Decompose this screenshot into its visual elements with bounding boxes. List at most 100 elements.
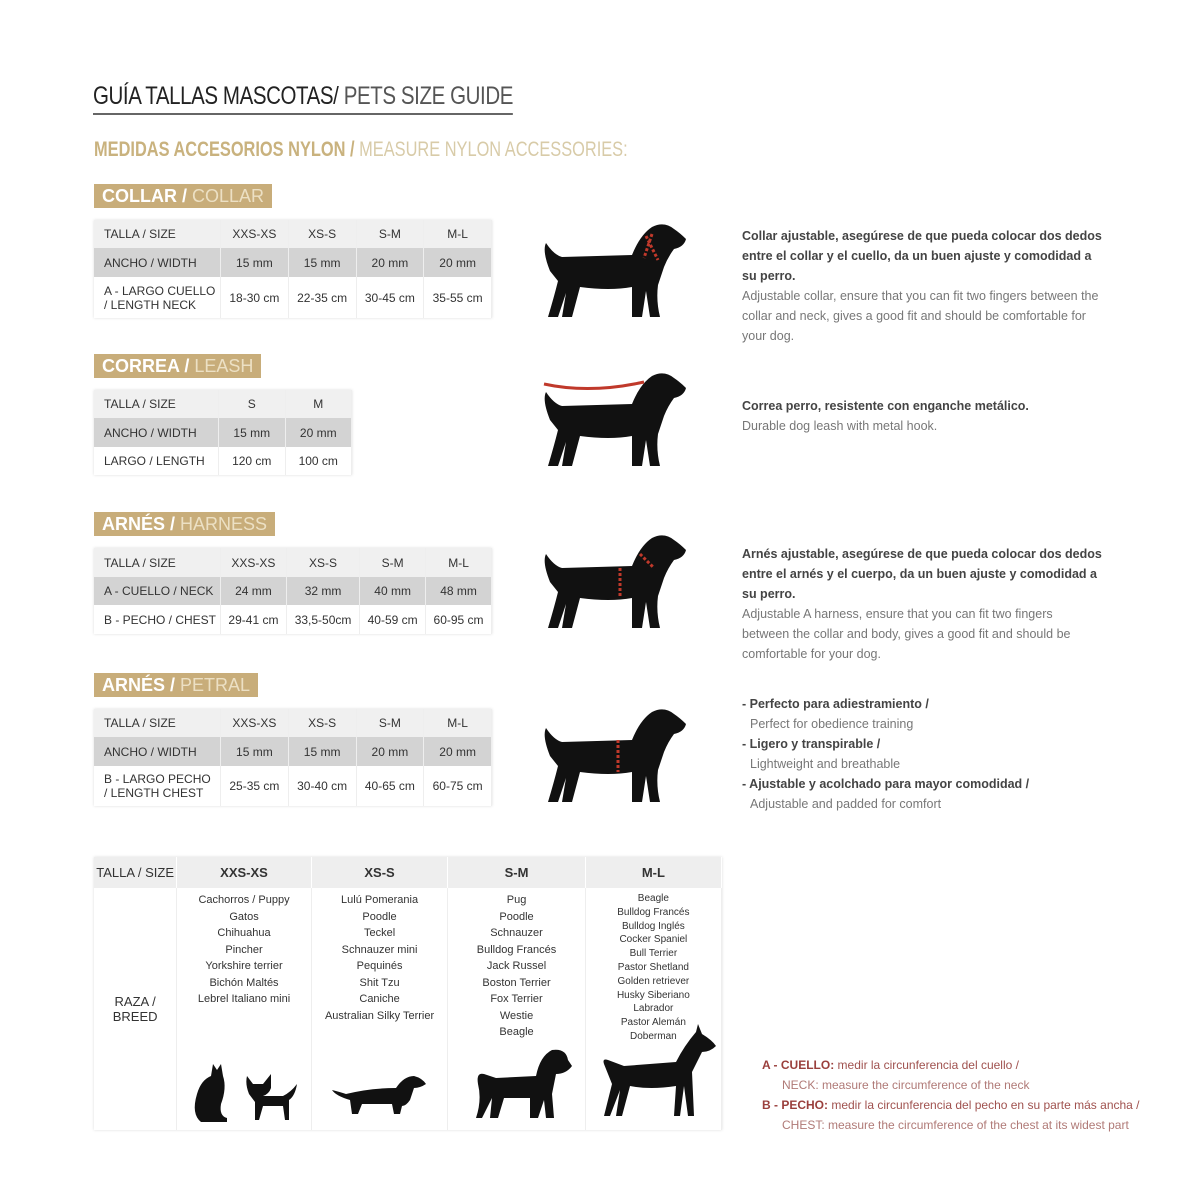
- badge-leash: CORREA / LEASH: [94, 354, 262, 378]
- size-row: ANCHO / WIDTH 15 mm 15 mm 20 mm 20 mm: [94, 248, 492, 277]
- size-cell: 20 mm: [423, 737, 492, 766]
- note-en: NECK: measure the circumference of the n…: [782, 1078, 1030, 1092]
- size-row: ANCHO / WIDTH 15 mm 15 mm 20 mm 20 mm: [94, 737, 492, 766]
- size-cell: 60-95 cm: [425, 605, 492, 634]
- size-cell: 29-41 cm: [220, 605, 287, 634]
- breed-name: Bull Terrier: [629, 948, 678, 960]
- size-header-row: TALLA / SIZE XXS-XS XS-S S-M M-L: [94, 709, 492, 737]
- breed-name: Lebrel Italiano mini: [197, 993, 291, 1005]
- badge-en: LEASH: [189, 356, 254, 376]
- breed-name: Westie: [499, 1009, 534, 1022]
- breed-name: Pug: [506, 894, 527, 906]
- size-cell: 20 mm: [285, 418, 352, 447]
- breed-name: Cocker Spaniel: [619, 934, 688, 946]
- breed-name: Labrador: [633, 1003, 674, 1015]
- collar-size-table: TALLA / SIZE XXS-XS XS-S S-M M-L ANCHO / WIDT…: [94, 220, 492, 318]
- size-cell: 33,5-50cm: [286, 605, 361, 634]
- size-cell: M-L: [425, 548, 492, 577]
- size-cell: 30-40 cm: [288, 766, 357, 806]
- size-cell: 35-55 cm: [423, 277, 492, 318]
- row-label: TALLA / SIZE: [94, 390, 219, 418]
- dachshund-icon: [331, 1076, 426, 1114]
- size-cell: 25-35 cm: [220, 766, 289, 806]
- breed-name: Teckel: [363, 927, 396, 939]
- badge-es: CORREA /: [102, 356, 190, 376]
- size-cell: M-L: [423, 220, 492, 248]
- doberman-icon: [603, 1024, 716, 1116]
- breed-name: Husky Siberiano: [616, 989, 690, 1001]
- size-header-row: TALLA / SIZE S M: [94, 390, 352, 418]
- header-size: TALLA / SIZE: [94, 857, 178, 888]
- header-xxs-xs: XXS-XS: [176, 857, 312, 888]
- size-cell: 15 mm: [288, 737, 357, 766]
- note-key: B - PECHO:: [762, 1098, 828, 1112]
- size-cell: 40-59 cm: [359, 605, 427, 634]
- size-cell: 20 mm: [356, 248, 425, 277]
- header-xs-s: XS-S: [311, 857, 449, 888]
- size-cell: XXS-XS: [220, 548, 287, 577]
- row-label: B - PECHO / CHEST: [94, 605, 221, 634]
- subtitle-es: MEDIDAS ACCESORIOS NYLON /: [94, 138, 355, 161]
- size-cell: 24 mm: [220, 577, 287, 605]
- measurement-notes: A - CUELLO: medir la circunferencia del …: [762, 1055, 1140, 1135]
- badge-collar: COLLAR / COLLAR: [94, 184, 273, 208]
- breed-name: Bulldog Inglés: [621, 920, 685, 932]
- desc-es: Correa perro, resistente con enganche me…: [742, 399, 1029, 413]
- header-s-m: S-M: [447, 857, 586, 888]
- row-label: TALLA / SIZE: [94, 709, 221, 737]
- breed-name: Chihuahua: [217, 927, 271, 939]
- size-cell: 18-30 cm: [220, 277, 289, 318]
- breed-name: Poodle: [362, 910, 397, 923]
- row-label: A - LARGO CUELLO / LENGTH NECK: [94, 277, 221, 318]
- breed-name: Shit Tzu: [359, 976, 400, 989]
- dog-petral-illustration: [540, 706, 690, 806]
- harness-measure-mark: [618, 552, 656, 598]
- breed-name: Jack Russel: [486, 960, 547, 972]
- feature-en: Adjustable and padded for comfort: [750, 797, 942, 811]
- breed-name: Boston Terrier: [482, 976, 551, 989]
- breed-col-xs-s: Lulú Pomerania Poodle Teckel Schnauzer mini…: [311, 888, 449, 1130]
- breed-col-s-m: Pug Poodle Schnauzer Bulldog Francés Jack Ru…: [447, 888, 586, 1130]
- desc-es: Arnés ajustable, asegúrese de que pueda …: [742, 547, 1102, 601]
- breed-name: Beagle: [637, 893, 669, 904]
- size-cell: 15 mm: [220, 737, 289, 766]
- breed-name: Gatos: [229, 910, 259, 923]
- size-cell: 100 cm: [285, 447, 352, 475]
- size-cell: XXS-XS: [220, 220, 289, 248]
- badge-harness: ARNÉS / HARNESS: [94, 512, 276, 536]
- leash-description: Correa perro, resistente con enganche me…: [742, 396, 1102, 436]
- breed-col-m-l: Beagle Bulldog Francés Bulldog Inglés Cocke…: [585, 888, 723, 1130]
- size-cell: S: [218, 390, 286, 418]
- size-cell: 22-35 cm: [288, 277, 357, 318]
- breed-size-table: TALLA / SIZE XXS-XS XS-S S-M M-L RAZA / …: [94, 857, 723, 1130]
- size-row: B - LARGO PECHO / LENGTH CHEST 25-35 cm 30…: [94, 766, 492, 806]
- badge-en: PETRAL: [175, 675, 251, 695]
- dog-harness-illustration: [540, 532, 690, 632]
- breed-col-xxs-xs: Cachorros / Puppy Gatos Chihuahua Pincher Yo…: [176, 888, 312, 1130]
- row-label: ANCHO / WIDTH: [94, 737, 221, 766]
- size-row: LARGO / LENGTH 120 cm 100 cm: [94, 447, 352, 475]
- breed-name: Golden retriever: [617, 975, 690, 987]
- size-cell: 30-45 cm: [356, 277, 425, 318]
- feature-en: Perfect for obedience training: [750, 717, 914, 731]
- badge-en: COLLAR: [187, 186, 265, 206]
- size-cell: XS-S: [286, 548, 361, 577]
- size-cell: 15 mm: [218, 418, 286, 447]
- desc-en: Durable dog leash with metal hook.: [742, 419, 938, 433]
- breed-name: Doberman: [630, 1030, 677, 1042]
- badge-es: COLLAR /: [102, 186, 187, 206]
- size-cell: M-L: [423, 709, 492, 737]
- breed-row: RAZA / BREED Cachorros / Puppy Gatos Chihu…: [94, 888, 723, 1130]
- breed-name: Fox Terrier: [490, 993, 543, 1005]
- row-label: LARGO / LENGTH: [94, 447, 219, 475]
- desc-es: Collar ajustable, asegúrese de que pueda…: [742, 229, 1102, 283]
- feature-es: - Ajustable y acolchado para mayor comod…: [742, 777, 1030, 791]
- size-cell: 120 cm: [218, 447, 286, 475]
- note-en: CHEST: measure the circumference of the …: [782, 1118, 1129, 1132]
- size-cell: S-M: [356, 709, 425, 737]
- badge-petral: ARNÉS / PETRAL: [94, 673, 259, 697]
- size-cell: 20 mm: [423, 248, 492, 277]
- breed-name: Bulldog Francés: [476, 943, 557, 956]
- breed-name: Schnauzer mini: [341, 943, 418, 956]
- feature-es: - Ligero y transpirable /: [742, 737, 881, 751]
